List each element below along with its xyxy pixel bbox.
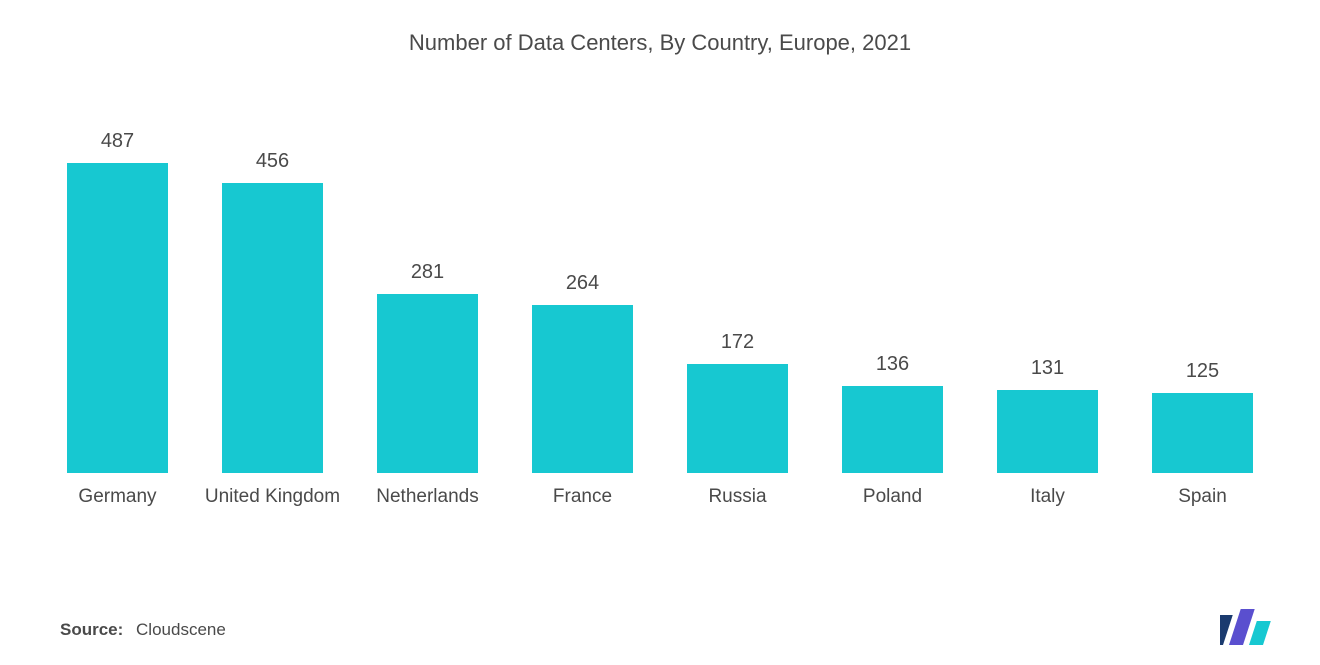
bar [1152, 393, 1253, 473]
bar-category-label: United Kingdom [205, 485, 340, 535]
plot-area: 487 Germany 456 United Kingdom 281 Netherland… [40, 116, 1280, 536]
bar-group: 456 United Kingdom [195, 116, 350, 535]
bar [842, 386, 943, 473]
bar-group: 487 Germany [40, 116, 195, 535]
source-label: Source: [60, 620, 123, 639]
bar-value-label: 172 [721, 331, 754, 354]
bar [687, 364, 788, 473]
bar-value-label: 456 [256, 150, 289, 173]
bar-value-label: 131 [1031, 357, 1064, 380]
logo-bar-3 [1249, 621, 1271, 645]
bar-category-label: Spain [1178, 485, 1227, 535]
bar-category-label: Germany [78, 485, 156, 535]
bar [67, 163, 168, 473]
bar [532, 305, 633, 473]
bar-value-label: 125 [1186, 360, 1219, 383]
bar-category-label: France [553, 485, 612, 535]
bar-group: 125 Spain [1125, 116, 1280, 535]
bar-category-label: Netherlands [376, 485, 478, 535]
bar [222, 183, 323, 473]
bar-category-label: Italy [1030, 485, 1065, 535]
bar-category-label: Poland [863, 485, 922, 535]
bar-group: 136 Poland [815, 116, 970, 535]
bar-value-label: 487 [101, 130, 134, 153]
bar [377, 294, 478, 473]
source-footer: Source: Cloudscene [60, 620, 226, 640]
bar-group: 131 Italy [970, 116, 1125, 535]
bar-group: 281 Netherlands [350, 116, 505, 535]
source-value: Cloudscene [136, 620, 226, 639]
bar-value-label: 136 [876, 353, 909, 376]
chart-container: Number of Data Centers, By Country, Euro… [0, 0, 1320, 665]
bar-group: 172 Russia [660, 116, 815, 535]
bar-value-label: 281 [411, 261, 444, 284]
bar-category-label: Russia [708, 485, 766, 535]
chart-title: Number of Data Centers, By Country, Euro… [40, 30, 1280, 56]
bar [997, 390, 1098, 473]
bar-group: 264 France [505, 116, 660, 535]
brand-logo-icon [1220, 605, 1280, 645]
bar-value-label: 264 [566, 272, 599, 295]
